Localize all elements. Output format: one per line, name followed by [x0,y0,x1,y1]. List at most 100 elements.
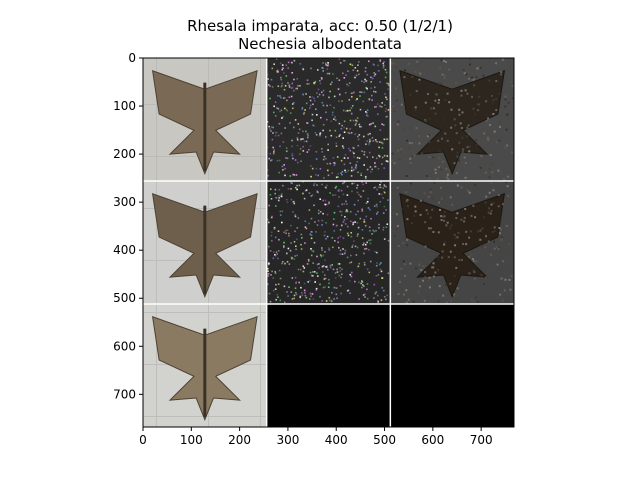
saliency-pixel [284,174,286,177]
saliency-pixel [315,151,318,153]
saliency-pixel [333,286,336,289]
texture-speck [405,200,408,203]
texture-speck [475,260,478,263]
saliency-pixel [285,157,287,159]
saliency-pixel [355,213,357,216]
saliency-pixel [331,264,333,266]
texture-speck [438,150,441,153]
saliency-pixel [278,195,280,197]
saliency-pixel [326,72,329,75]
saliency-pixel [371,168,373,171]
saliency-pixel [382,187,385,189]
saliency-pixel [338,263,341,265]
saliency-pixel [270,216,273,219]
texture-speck [400,103,403,106]
saliency-pixel [274,192,276,195]
saliency-pixel [268,204,270,207]
saliency-pixel [295,291,297,294]
saliency-pixel [369,166,372,168]
saliency-pixel [331,81,333,84]
saliency-pixel [310,237,313,240]
saliency-pixel [338,135,340,138]
texture-speck [409,157,412,160]
texture-speck [472,269,475,272]
saliency-pixel [328,296,331,299]
texture-speck [453,293,456,296]
saliency-pixel [315,134,318,136]
saliency-pixel [290,198,293,201]
texture-speck [455,82,458,84]
saliency-pixel [329,264,332,267]
saliency-pixel [312,262,314,264]
texture-speck [414,106,417,109]
saliency-pixel [269,97,271,100]
saliency-pixel [271,138,274,141]
saliency-pixel [376,262,378,264]
saliency-pixel [382,197,384,199]
saliency-pixel [349,210,352,213]
saliency-pixel [359,108,362,111]
saliency-pixel [334,240,336,242]
saliency-pixel [287,61,290,64]
x-tick-label: 300 [276,433,299,447]
saliency-pixel [375,229,377,232]
saliency-pixel [268,292,271,295]
y-tick-label: 600 [113,339,136,353]
saliency-pixel [313,97,315,100]
saliency-pixel [351,96,353,98]
saliency-pixel [353,152,355,155]
saliency-pixel [303,282,306,285]
texture-speck [495,109,498,111]
texture-speck [497,247,500,250]
saliency-pixel [342,237,345,239]
saliency-pixel [288,235,290,237]
saliency-pixel [337,189,339,192]
saliency-pixel [327,286,330,288]
saliency-pixel [385,138,388,140]
saliency-pixel [337,176,339,178]
saliency-pixel [343,126,345,129]
saliency-pixel [352,69,355,71]
texture-speck [489,212,492,215]
saliency-pixel [307,134,309,137]
texture-speck [461,136,464,139]
texture-speck [444,241,447,244]
saliency-pixel [269,194,272,196]
saliency-pixel [287,295,289,297]
saliency-pixel [347,225,349,228]
saliency-pixel [338,100,340,102]
saliency-pixel [366,168,369,171]
texture-speck [459,122,462,125]
saliency-pixel [270,130,272,132]
saliency-pixel [282,115,284,118]
texture-speck [442,60,445,62]
saliency-pixel [378,154,380,157]
saliency-pixel [313,204,315,207]
texture-speck [444,210,446,213]
texture-speck [391,152,394,155]
saliency-pixel [325,266,327,268]
saliency-pixel [344,60,346,62]
saliency-pixel [384,104,386,106]
texture-speck [431,197,434,200]
saliency-pixel [351,64,354,67]
saliency-pixel [285,147,288,149]
saliency-pixel [308,148,310,151]
texture-speck [500,172,502,175]
saliency-pixel [321,91,323,93]
saliency-pixel [328,201,330,204]
saliency-pixel [322,94,325,97]
saliency-pixel [321,265,324,268]
texture-speck [506,144,509,147]
saliency-pixel [302,150,305,152]
saliency-pixel [279,110,281,113]
texture-speck [505,245,507,248]
texture-speck [467,255,470,258]
saliency-pixel [361,229,364,231]
saliency-pixel [311,293,314,295]
saliency-pixel [342,59,345,62]
texture-speck [493,226,496,229]
texture-speck [486,136,489,139]
texture-speck [447,178,450,181]
panel-background [266,58,391,181]
